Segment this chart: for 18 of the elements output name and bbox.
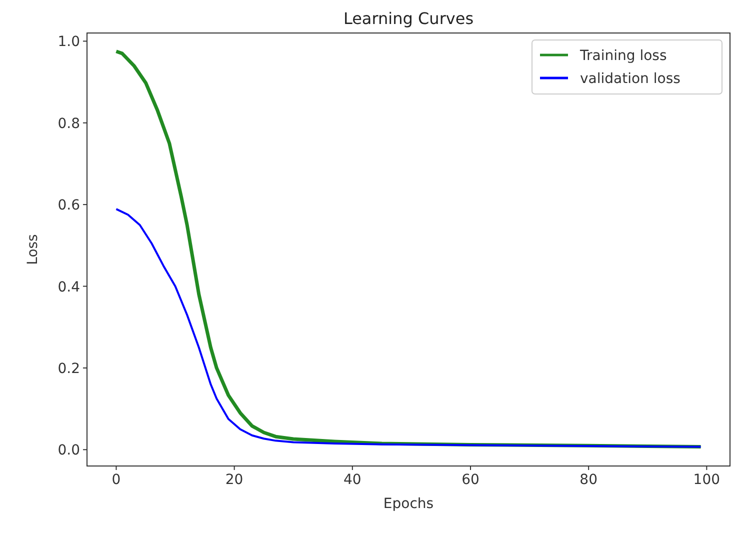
x-tick-label: 80 <box>580 472 598 488</box>
y-tick-label: 0.0 <box>58 442 80 459</box>
x-tick-label: 20 <box>225 472 244 488</box>
y-tick-label: 0.8 <box>58 116 80 132</box>
line-series <box>115 208 702 448</box>
y-tick-label: 1.0 <box>58 34 80 50</box>
y-tick-label: 0.2 <box>58 360 80 377</box>
x-axis-title: Epochs <box>383 496 434 512</box>
legend-label: Training loss <box>579 48 667 64</box>
x-tick-label: 0 <box>112 472 121 488</box>
x-tick-label: 100 <box>693 472 720 488</box>
x-tick-label: 40 <box>343 472 362 488</box>
y-axis-title: Loss <box>25 234 41 265</box>
chart-title: Learning Curves <box>343 9 474 28</box>
x-tick-label: 60 <box>462 472 480 488</box>
y-tick-label: 0.4 <box>58 279 80 296</box>
legend-label: validation loss <box>580 71 680 87</box>
y-tick-label: 0.6 <box>58 198 80 214</box>
